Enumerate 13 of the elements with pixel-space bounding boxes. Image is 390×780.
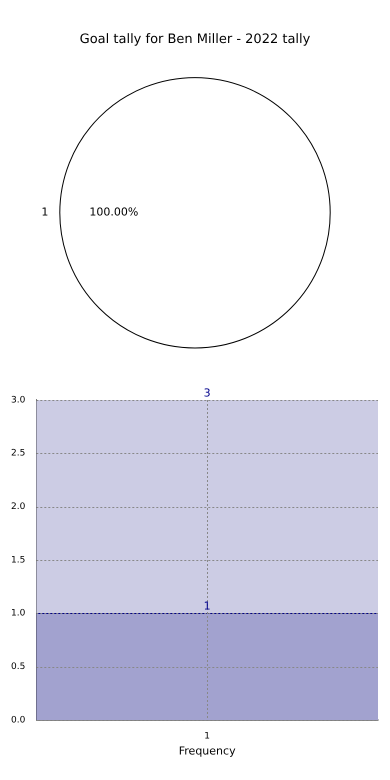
y-tick-label: 1.5 [10, 555, 26, 566]
x-axis-title: Frequency [178, 744, 236, 758]
y-tick-label: 2.5 [10, 448, 26, 459]
slice-label: 1 [41, 206, 48, 219]
chart-title: Goal tally for Ben Miller - 2022 tally [80, 32, 311, 48]
y-tick-label: 0.5 [10, 662, 26, 672]
y-tick-label: 0.0 [10, 715, 26, 726]
y-tick-label: 3.0 [10, 395, 26, 406]
data-label: 1 [204, 600, 211, 613]
data-label: 100.00% [89, 206, 138, 219]
total-label: 3 [204, 386, 211, 400]
y-tick-label: 2.0 [10, 502, 26, 512]
y-tick-label: 1.0 [10, 608, 26, 619]
